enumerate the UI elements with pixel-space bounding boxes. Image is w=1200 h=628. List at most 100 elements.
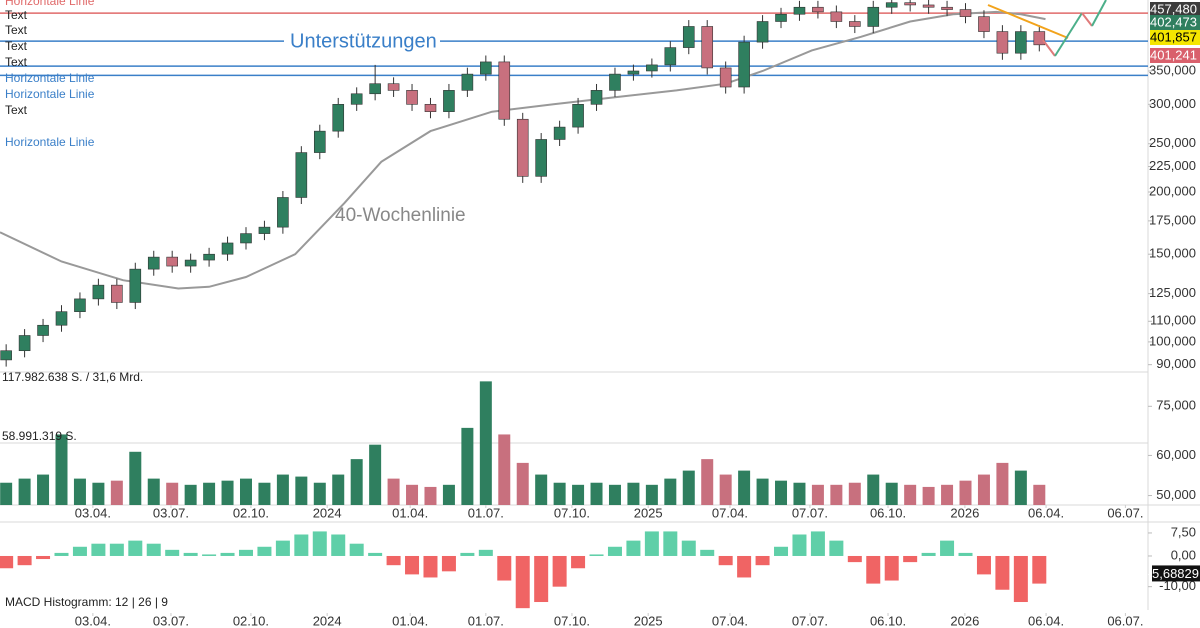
y-tick-label: 100,000 — [1149, 333, 1196, 348]
volume-bar — [848, 482, 861, 505]
y-tick-label: 110,000 — [1150, 313, 1196, 328]
x-tick-label: 06.07. — [1107, 613, 1143, 628]
last-value-box — [1152, 565, 1200, 582]
macd-bar — [940, 540, 955, 556]
y-tick-label: 90,000 — [1156, 356, 1196, 371]
volume-bar — [922, 486, 935, 505]
candle-body — [424, 104, 437, 112]
candle-body — [682, 26, 695, 48]
volume-bar — [424, 486, 437, 505]
macd-bar — [847, 555, 862, 563]
volume-bar — [904, 484, 917, 505]
candle-body — [295, 152, 308, 198]
macd-bar — [829, 540, 844, 556]
candle-body — [332, 104, 345, 132]
volume-bar — [553, 482, 566, 505]
macd-bar — [663, 531, 678, 556]
candle-body — [867, 6, 880, 27]
x-tick-label: 2024 — [313, 613, 342, 628]
volume-bar — [55, 434, 68, 505]
candle-body — [516, 118, 529, 177]
price-label: 401,857 — [1150, 29, 1197, 44]
volume-bar — [977, 474, 990, 505]
x-tick-label: 01.04. — [392, 505, 428, 520]
y-tick-label: 50,000 — [1156, 487, 1196, 502]
macd-bar — [976, 555, 991, 575]
macd-bar — [0, 555, 14, 569]
x-tick-label: 07.04. — [712, 613, 748, 628]
price-label: 457,480 — [1150, 1, 1197, 16]
price-label-box — [1150, 15, 1200, 30]
x-tick-label: 07.07. — [792, 505, 828, 520]
volume-bar — [73, 478, 86, 505]
candle-body — [775, 13, 787, 22]
candle-body — [756, 21, 769, 43]
candle-body — [166, 256, 178, 267]
candle-body — [941, 6, 953, 10]
candle-body — [978, 16, 990, 32]
volume-bar — [276, 474, 289, 505]
trend-line — [987, 4, 1069, 39]
macd-bar — [903, 555, 918, 563]
x-tick-label: 01.07. — [468, 505, 504, 520]
volume-bar — [18, 478, 31, 505]
y-tick-label: 125,000 — [1149, 285, 1196, 300]
volume-bar — [129, 451, 142, 505]
volume-bar — [645, 484, 658, 505]
candle-body — [609, 73, 621, 91]
volume-bar — [738, 470, 751, 505]
annotation: Text — [5, 8, 28, 22]
volume-bar — [350, 459, 363, 505]
volume-bar — [239, 478, 252, 505]
macd-bar — [921, 552, 936, 556]
macd-bar — [441, 555, 456, 572]
macd-bar — [552, 555, 567, 587]
macd-bar — [128, 540, 143, 556]
macd-bar — [54, 552, 69, 556]
price-label: 402,473 — [1150, 14, 1197, 29]
volume-bar — [406, 484, 419, 505]
volume-bar — [461, 427, 474, 505]
x-tick-label: 2024 — [313, 505, 342, 520]
macd-bar — [626, 540, 641, 556]
candle-body — [738, 41, 750, 88]
candle-body — [498, 61, 511, 120]
indicator-title: MACD Histogramm: 12 | 26 | 9 — [5, 595, 168, 609]
volume-bar — [830, 484, 843, 505]
x-tick-label: 2025 — [634, 613, 663, 628]
macd-bar — [423, 555, 438, 578]
drawings — [987, 0, 1107, 57]
candle-body — [461, 73, 474, 91]
volume-bar — [941, 484, 954, 505]
candle-body — [1033, 31, 1046, 46]
candle-body — [129, 268, 142, 303]
price-label-box — [1150, 2, 1200, 17]
volume-bar — [885, 482, 898, 505]
y-tick-label: 150,000 — [1149, 246, 1196, 261]
candle-body — [406, 90, 418, 105]
volume-bar — [221, 480, 234, 505]
volume-bar — [184, 484, 197, 505]
last-value-label: -5,68829 — [1148, 566, 1199, 581]
macd-bar — [681, 540, 696, 556]
macd-bar — [1032, 555, 1047, 584]
macd-bar — [368, 552, 383, 556]
macd-bar — [275, 540, 290, 556]
price-label-box — [1150, 30, 1200, 45]
volume-bar — [37, 474, 50, 505]
candle-body — [74, 298, 86, 312]
x-tick-label: 03.07. — [153, 613, 189, 628]
x-tick-label: 03.04. — [75, 505, 111, 520]
macd-bar — [737, 555, 752, 578]
y-tick-label: 300,000 — [1149, 96, 1196, 111]
macd-bar — [1013, 555, 1028, 603]
candle-body — [959, 9, 972, 17]
annotation: Horizontale Linie — [5, 0, 95, 8]
y-tick-label: -10,00 — [1159, 578, 1196, 593]
price-label-box — [1150, 48, 1200, 63]
volume-bar — [92, 482, 105, 505]
y-tick-label: 250,000 — [1149, 135, 1196, 150]
candle-body — [553, 126, 566, 140]
